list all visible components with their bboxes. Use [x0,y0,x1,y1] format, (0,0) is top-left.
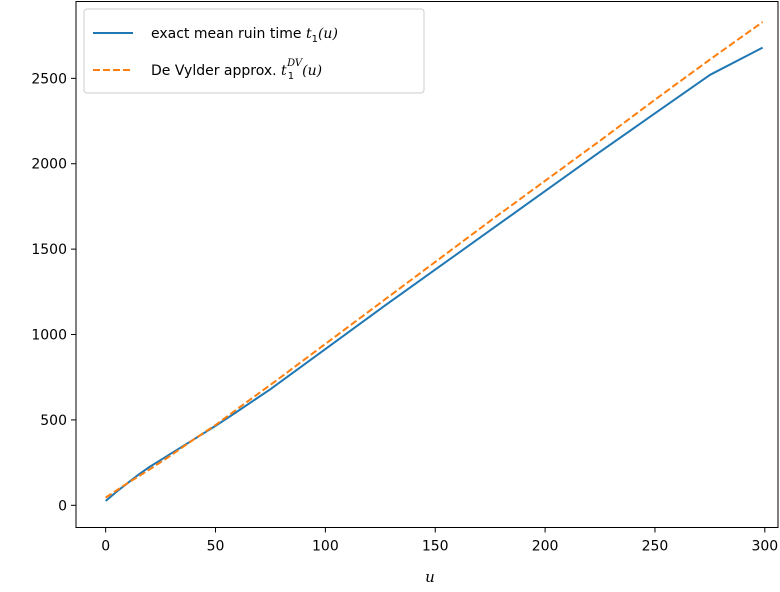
y-tick-label: 1500 [31,242,67,258]
plot-frame [75,1,779,528]
x-tick-label: 100 [312,539,339,555]
y-tick-label: 2500 [31,71,67,87]
x-axis-label: u [425,568,435,586]
y-tick-label: 500 [40,413,67,429]
x-tick-label: 50 [207,539,225,555]
y-axis-ticks: 0 500 1000 1500 2000 2500 [31,71,76,514]
x-tick-label: 200 [532,539,559,555]
y-tick-label: 1000 [31,328,67,344]
series-line-devylder [105,21,764,499]
series-line-exact [105,46,764,502]
legend-label-exact: exact mean ruin time t1(u) [151,26,338,45]
x-tick-label: 0 [101,539,110,555]
x-tick-label: 300 [751,539,778,555]
x-axis-ticks: 0 50 100 150 200 250 300 [101,527,778,555]
x-tick-label: 150 [422,539,449,555]
y-tick-label: 0 [58,498,67,514]
y-tick-label: 2000 [31,157,67,173]
legend-label-devylder: De Vylder approx. t1DV(u) [151,58,322,82]
series-layer [105,21,764,502]
legend-frame [83,8,425,94]
legend: exact mean ruin time t1(u) De Vylder app… [83,8,425,94]
x-tick-label: 250 [642,539,669,555]
